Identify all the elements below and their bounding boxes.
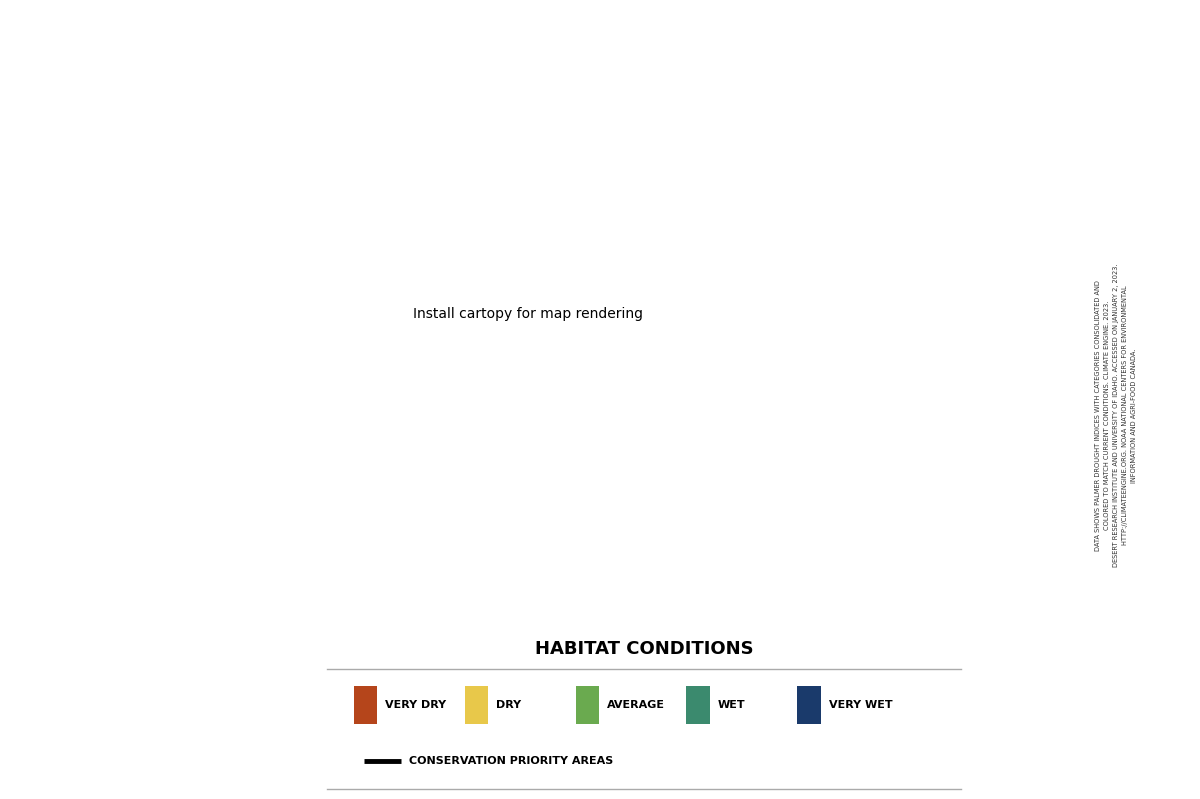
- Text: AVERAGE: AVERAGE: [607, 700, 665, 710]
- Text: Install cartopy for map rendering: Install cartopy for map rendering: [413, 307, 643, 321]
- Text: VERY DRY: VERY DRY: [385, 700, 446, 710]
- Text: HABITAT CONDITIONS: HABITAT CONDITIONS: [535, 640, 754, 658]
- Bar: [464, 686, 488, 724]
- Bar: [576, 686, 599, 724]
- Text: DRY: DRY: [497, 700, 522, 710]
- Text: DATA SHOWS PALMER DROUGHT INDICES WITH CATEGORIES CONSOLIDATED AND
COLORED TO MA: DATA SHOWS PALMER DROUGHT INDICES WITH C…: [1096, 264, 1138, 567]
- Bar: [354, 686, 377, 724]
- Bar: [797, 686, 821, 724]
- Text: CONSERVATION PRIORITY AREAS: CONSERVATION PRIORITY AREAS: [409, 757, 613, 766]
- Text: VERY WET: VERY WET: [829, 700, 893, 710]
- Bar: [686, 686, 709, 724]
- Text: WET: WET: [718, 700, 745, 710]
